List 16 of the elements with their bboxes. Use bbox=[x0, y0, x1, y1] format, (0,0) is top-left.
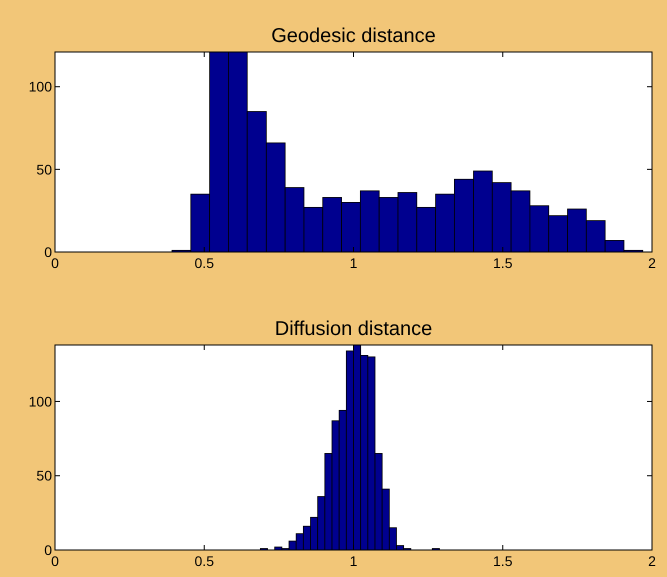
chart-title: Geodesic distance bbox=[271, 25, 436, 47]
y-tick-label: 0 bbox=[44, 244, 52, 260]
y-tick-label: 0 bbox=[44, 542, 52, 558]
chart-title: Diffusion distance bbox=[274, 318, 432, 340]
x-tick-label: 1.5 bbox=[493, 553, 513, 569]
x-tick-label: 0.5 bbox=[194, 553, 214, 569]
x-tick-label: 1 bbox=[350, 255, 358, 271]
x-tick-label: 0.5 bbox=[194, 255, 214, 271]
y-tick-label: 50 bbox=[36, 468, 52, 484]
y-tick-label: 100 bbox=[28, 393, 52, 410]
x-tick-label: 1 bbox=[350, 553, 358, 569]
x-tick-label: 2 bbox=[648, 255, 656, 271]
y-tick-label: 50 bbox=[36, 161, 52, 178]
x-tick-label: 1.5 bbox=[493, 255, 513, 271]
x-tick-label: 2 bbox=[648, 553, 656, 569]
y-tick-label: 100 bbox=[28, 78, 52, 95]
